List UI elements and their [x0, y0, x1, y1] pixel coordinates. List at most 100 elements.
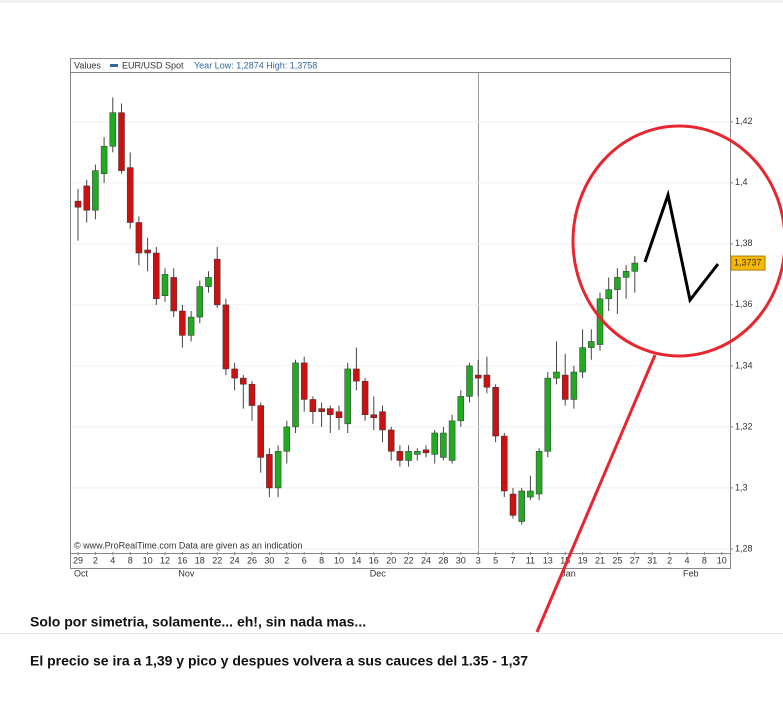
x-tick-label: 10: [334, 555, 344, 565]
x-tick-label: 8: [319, 555, 324, 565]
x-tick-label: 10: [717, 555, 727, 565]
year-range: Year Low: 1,2874 High: 1,3758: [194, 60, 317, 70]
candle-body: [153, 252, 160, 300]
candle-body: [414, 451, 421, 455]
candle-body: [422, 449, 430, 454]
candle-body: [440, 432, 447, 458]
candle-body: [527, 490, 534, 498]
candle-body: [492, 386, 499, 437]
x-tick-label: 30: [456, 555, 466, 565]
candle-body: [109, 112, 117, 147]
legend-entry: EUR/USD Spot: [122, 60, 184, 70]
candle-body: [309, 399, 317, 412]
x-tick-label: 16: [369, 555, 379, 565]
x-tick-label: 2: [93, 555, 98, 565]
candle-body: [196, 286, 204, 318]
last-value-label: 1,3737: [734, 257, 762, 267]
candle-body: [344, 368, 351, 425]
candle-body: [474, 374, 482, 379]
candle-body: [405, 451, 412, 461]
candle-body: [518, 490, 525, 522]
x-tick-label: 2: [284, 555, 289, 565]
y-tick-label: 1,32: [735, 421, 753, 431]
candle-body: [292, 362, 299, 428]
month-label: Oct: [74, 568, 89, 578]
candle-body: [605, 289, 612, 300]
candle-body: [379, 411, 386, 431]
candle-body: [274, 451, 282, 489]
x-tick-label: 22: [404, 555, 414, 565]
candle-body: [535, 451, 543, 495]
candle-body: [561, 374, 569, 400]
candle-body: [187, 316, 195, 336]
x-tick-label: 24: [421, 555, 431, 565]
candle-body: [327, 408, 334, 415]
x-tick-label: 20: [386, 555, 396, 565]
candle-body: [501, 435, 508, 492]
x-tick-label: 4: [684, 555, 689, 565]
x-tick-label: 11: [526, 555, 535, 565]
x-tick-label: 28: [438, 555, 448, 565]
month-label: Dec: [370, 568, 387, 578]
candle-body: [161, 274, 169, 296]
x-tick-label: 27: [630, 555, 640, 565]
candle-body: [83, 185, 90, 211]
candle-body: [353, 368, 360, 382]
candle-body: [135, 222, 143, 254]
candle-body: [448, 420, 456, 461]
candle-body: [622, 271, 630, 278]
drawn-circle: [571, 124, 783, 358]
candle-body: [431, 432, 438, 455]
candle-body: [466, 365, 473, 397]
x-tick-label: 8: [128, 555, 133, 565]
x-tick-label: 13: [543, 555, 553, 565]
x-tick-label: 3: [476, 555, 481, 565]
candle-body: [231, 368, 238, 379]
footer: © www.ProRealTime.com Data are given as …: [74, 540, 302, 550]
candle-body: [318, 408, 325, 412]
candle-body: [614, 277, 621, 290]
candle-body: [553, 371, 560, 379]
candle-body: [509, 493, 517, 516]
candle-body: [266, 454, 273, 489]
candle-body: [370, 414, 378, 419]
candle-body: [396, 451, 404, 461]
x-tick-label: 4: [110, 555, 115, 565]
x-tick-label: 7: [510, 555, 515, 565]
legend-label: Values: [74, 60, 101, 70]
x-tick-label: 25: [612, 555, 622, 565]
x-tick-label: 10: [143, 555, 153, 565]
candle-body: [92, 170, 99, 211]
candle-body: [570, 371, 578, 400]
candle-body: [300, 362, 308, 400]
candle-body: [248, 383, 256, 406]
month-label: Feb: [683, 568, 699, 578]
candle-body: [257, 405, 264, 458]
x-tick-label: 22: [212, 555, 222, 565]
candle-body: [118, 112, 125, 171]
annotation: El precio se ira a 1,39 y pico y despues…: [30, 653, 528, 669]
candle-body: [544, 377, 552, 452]
month-label: Nov: [178, 568, 195, 578]
drawn-pointer: [535, 354, 657, 633]
candle-body: [387, 429, 395, 452]
candle-body: [144, 249, 151, 254]
drawn-projection: [643, 189, 720, 304]
legend-swatch: [110, 64, 118, 67]
candle-body: [631, 262, 639, 272]
y-tick-label: 1,3: [735, 482, 748, 492]
month-label: Jan: [561, 568, 576, 578]
candle-body: [100, 145, 108, 174]
x-tick-label: 14: [351, 555, 361, 565]
candle-body: [361, 380, 369, 415]
x-tick-label: 8: [702, 555, 707, 565]
x-tick-label: 15: [560, 555, 570, 565]
x-tick-label: 12: [160, 555, 170, 565]
chart-frame: [70, 58, 731, 569]
x-tick-label: 2: [667, 555, 672, 565]
x-tick-label: 24: [230, 555, 240, 565]
candle-body: [170, 277, 177, 312]
x-tick-label: 26: [247, 555, 257, 565]
